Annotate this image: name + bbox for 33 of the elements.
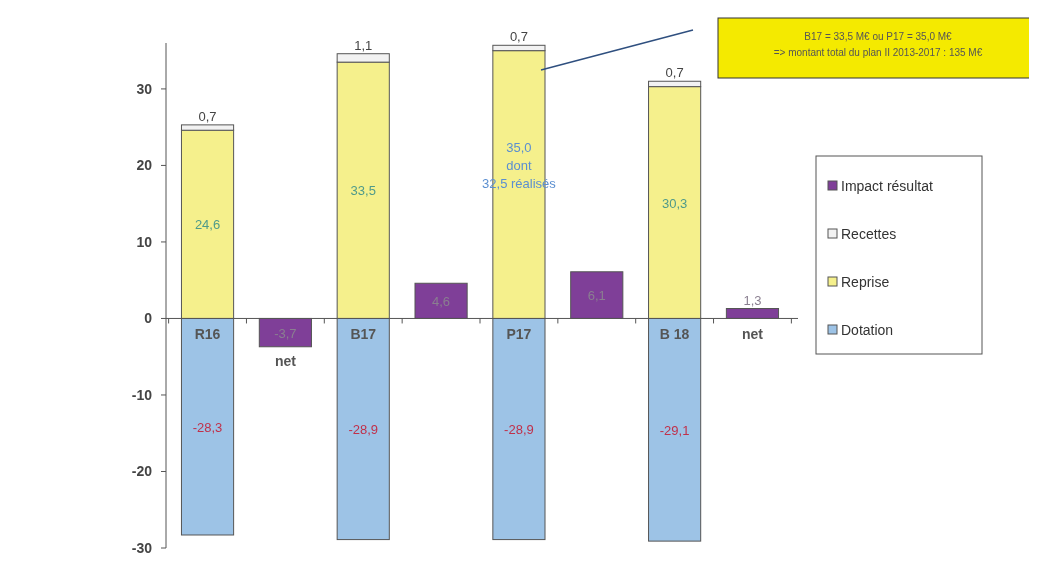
- x-tick-label: P17: [506, 326, 532, 343]
- legend-label: Reprise: [841, 274, 890, 290]
- y-tick-label: 20: [136, 157, 153, 174]
- annotation: B17 = 33,5 M€ ou P17 = 35,0 M€ => montant total du plan II 2013-2017 : 135 M€: [773, 31, 983, 58]
- data-label: 33,5: [350, 182, 376, 198]
- data-label: -28,9: [348, 421, 379, 437]
- x-tick-label: R16: [194, 326, 221, 343]
- y-tick-label: 30: [136, 80, 153, 97]
- y-tick-label: -20: [131, 463, 153, 480]
- data-label: 30,3: [661, 195, 688, 211]
- x-tick-label: B17: [350, 326, 377, 343]
- x-tick-label: net: [274, 352, 297, 369]
- data-label: 1,3: [743, 292, 762, 308]
- x-tick-label: net: [741, 326, 764, 343]
- y-tick-label: -10: [131, 386, 153, 403]
- legend-label: Impact résultat: [841, 178, 933, 194]
- data-label: 0,7: [509, 28, 528, 44]
- data-label: 1,1: [354, 37, 373, 53]
- data-label: -28,3: [192, 419, 223, 435]
- data-label: -28,9: [504, 421, 534, 437]
- data-label: 4,6: [432, 293, 451, 309]
- data-label: 0,7: [198, 108, 217, 124]
- data-label: 24,6: [194, 216, 221, 232]
- y-tick-label: 0: [144, 310, 153, 327]
- data-label: 6,1: [587, 287, 606, 303]
- legend-label: Recettes: [841, 226, 897, 242]
- data-label: -29,1: [659, 422, 690, 438]
- y-tick-label: -30: [131, 540, 153, 556]
- y-tick-label: 10: [136, 233, 153, 250]
- data-label: -3,7: [274, 325, 297, 341]
- legend-label: Dotation: [841, 322, 894, 338]
- data-label: 0,7: [665, 64, 684, 80]
- x-tick-label: B 18: [659, 326, 690, 343]
